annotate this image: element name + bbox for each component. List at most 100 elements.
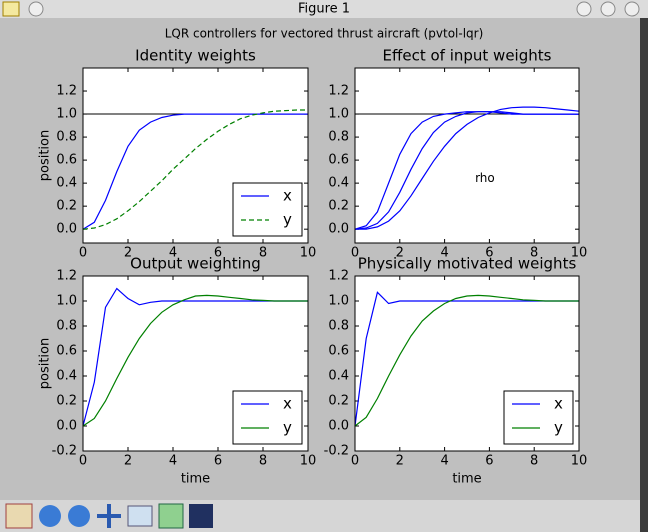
legend-box	[232, 182, 303, 237]
y-tick-label: 0.8	[328, 319, 349, 334]
x-tick-label: 0	[351, 454, 359, 469]
y-tick-label: 1.2	[56, 269, 77, 284]
y-tick-label: 0.6	[328, 344, 349, 359]
y-tick-label: 1.2	[56, 84, 77, 99]
x-tick-label: 8	[530, 454, 538, 469]
y-tick-label: 0.2	[56, 394, 77, 409]
x-tick-label: 0	[351, 246, 359, 261]
y-tick-label: 0.4	[56, 369, 77, 384]
x-tick-label: 0	[79, 454, 87, 469]
y-tick-label: 0.8	[56, 319, 77, 334]
y-tick-label: 0.4	[328, 369, 349, 384]
y-tick-label: 0.0	[328, 222, 349, 237]
series-line	[82, 109, 308, 230]
axes-frame	[82, 67, 309, 244]
x-tick-label: 6	[485, 454, 493, 469]
series-line	[354, 111, 579, 230]
x-tick-label: 10	[300, 246, 317, 261]
y-tick-label: 0.2	[56, 199, 77, 214]
save-button[interactable]	[189, 504, 213, 528]
y-tick-label: 1.0	[56, 294, 77, 309]
y-tick-label: 0.4	[56, 176, 77, 191]
subplots-button[interactable]	[127, 505, 153, 527]
x-tick-label: 6	[485, 246, 493, 261]
y-tick-label: 1.2	[328, 84, 349, 99]
y-tick-label: 0.0	[56, 222, 77, 237]
x-tick-label: 8	[259, 246, 267, 261]
forward-button[interactable]	[68, 505, 90, 527]
y-axis-label: position	[38, 130, 53, 182]
x-axis-label: time	[181, 472, 210, 487]
x-tick-label: 2	[124, 246, 132, 261]
window-edge	[640, 18, 648, 532]
axes-title: Effect of input weights	[383, 47, 552, 65]
x-tick-label: 8	[259, 454, 267, 469]
y-tick-label: 0.6	[56, 344, 77, 359]
minimize-button[interactable]	[576, 1, 592, 17]
y-tick-label: 0.6	[328, 153, 349, 168]
legend-label: y	[554, 419, 563, 437]
series-line	[82, 113, 308, 230]
legend-box	[232, 390, 303, 445]
series-line	[354, 294, 579, 427]
y-tick-label: 0.2	[328, 199, 349, 214]
series-line	[355, 106, 580, 230]
toolbar	[0, 500, 640, 532]
axes-title: Output weighting	[130, 255, 261, 273]
y-tick-label: 0.8	[328, 130, 349, 145]
menu-button[interactable]	[28, 1, 44, 17]
axes-background	[355, 68, 579, 243]
x-tick-label: 8	[530, 246, 538, 261]
axes-frame	[354, 275, 580, 452]
title-bar	[0, 0, 648, 18]
x-tick-label: 10	[571, 454, 588, 469]
x-tick-label: 10	[571, 246, 588, 261]
app-icon	[2, 1, 20, 17]
y-tick-label: 1.0	[56, 107, 77, 122]
axes-frame	[354, 67, 580, 244]
series-line	[82, 294, 308, 427]
x-axis-label: time	[452, 472, 481, 487]
close-button[interactable]	[624, 1, 640, 17]
back-button[interactable]	[39, 505, 61, 527]
legend-label: x	[554, 395, 563, 413]
legend-label: x	[283, 395, 292, 413]
x-tick-label: 6	[214, 246, 222, 261]
axes-title: Physically motivated weights	[358, 255, 577, 273]
legend-box	[503, 390, 574, 445]
legend-label: x	[283, 187, 292, 205]
y-axis-label: position	[38, 338, 53, 390]
maximize-button[interactable]	[600, 1, 616, 17]
x-tick-label: 2	[124, 454, 132, 469]
y-tick-label: 1.2	[328, 269, 349, 284]
y-tick-label: 0.0	[56, 419, 77, 434]
y-tick-label: -0.2	[52, 444, 77, 459]
x-tick-label: 2	[396, 454, 404, 469]
x-tick-label: 4	[169, 246, 177, 261]
y-tick-label: 0.2	[328, 394, 349, 409]
y-tick-label: -0.2	[324, 444, 349, 459]
y-tick-label: 0.0	[328, 419, 349, 434]
y-tick-label: 0.6	[56, 153, 77, 168]
y-tick-label: 1.0	[328, 294, 349, 309]
home-button[interactable]	[5, 503, 33, 529]
toolbar-buttons	[5, 503, 213, 529]
x-tick-label: 0	[79, 246, 87, 261]
x-tick-label: 2	[396, 246, 404, 261]
annotation: rho	[475, 171, 495, 185]
x-tick-label: 4	[440, 246, 448, 261]
x-tick-label: 4	[440, 454, 448, 469]
y-tick-label: 0.8	[56, 130, 77, 145]
legend-label: y	[283, 211, 292, 229]
y-tick-label: 1.0	[328, 107, 349, 122]
y-tick-label: 0.4	[328, 176, 349, 191]
x-tick-label: 6	[214, 454, 222, 469]
window-title: Figure 1	[298, 2, 350, 17]
zoom-button[interactable]	[158, 503, 184, 529]
pan-button[interactable]	[97, 504, 121, 528]
x-tick-label: 10	[300, 454, 317, 469]
x-tick-label: 4	[169, 454, 177, 469]
legend-label: y	[283, 419, 292, 437]
suptitle: LQR controllers for vectored thrust airc…	[165, 27, 484, 41]
